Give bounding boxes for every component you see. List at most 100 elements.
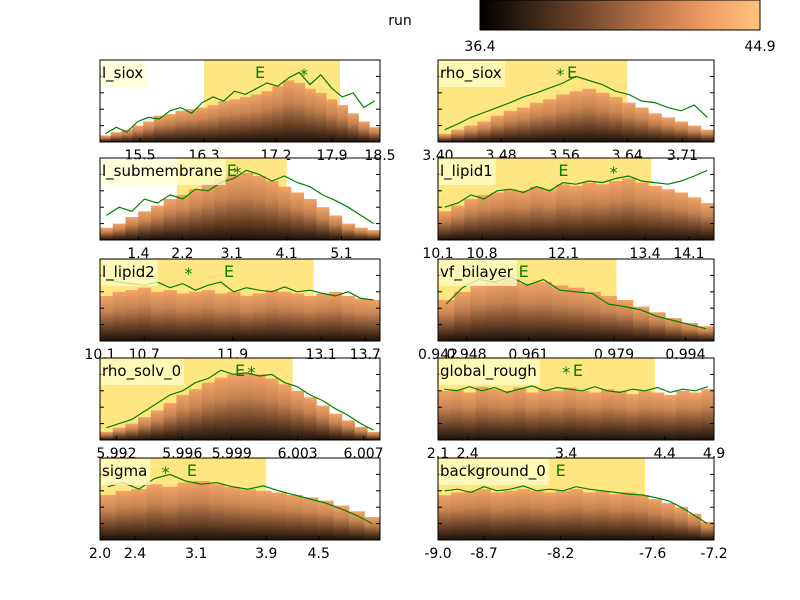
histogram-bar [278,291,292,341]
histogram-bar [341,420,355,440]
x-tick-label: -7.6 [639,546,666,562]
histogram-bar [556,94,570,142]
histogram-bar [697,326,715,341]
histogram-bar [303,397,317,440]
histogram-bar [329,413,343,440]
histogram-bar [676,390,690,440]
histogram-bar [240,295,254,341]
histogram-bar [648,113,662,142]
histogram-bar [125,423,139,440]
star-marker: * [610,163,618,182]
histogram-bar [463,392,477,440]
histogram-bar [369,127,381,142]
histogram-bar [470,285,488,341]
histogram-bar [125,217,139,240]
panel-title-background [439,260,517,286]
histogram-bar [488,389,502,440]
histogram-bar [163,403,177,440]
histogram-bar [229,99,241,142]
histogram-bar [214,178,228,240]
histogram-bar [367,431,381,440]
histogram-bar [454,291,471,341]
histogram-bar [163,290,177,341]
histogram-bar [700,521,715,540]
x-tick-label: 3.9 [255,546,277,562]
star-marker: * [248,363,256,382]
panel-l-lipid1: E * 10.1 10.8 12.1 13.4 14.1 l_lipid1 [422,157,715,262]
histogram-bar [224,486,241,540]
panel-sigma: E * 2.0 2.4 3.1 3.9 4.5 sigma [89,457,381,562]
histogram-bar [367,230,381,240]
star-marker: * [233,163,241,182]
e-marker: E [573,361,583,380]
histogram-bar [519,283,536,341]
histogram-bar [622,178,636,240]
histogram-bar [317,500,334,540]
histogram-bar [112,291,126,341]
histogram-bar [348,511,365,540]
histogram-bar [569,91,583,142]
colorbar-max-label: 44.9 [744,39,775,55]
histogram-bar [503,490,518,540]
e-marker: E [567,63,577,82]
x-tick-label: 13.7 [350,347,381,363]
histogram-bar [582,88,597,142]
panel-title-background [101,459,151,485]
histogram-bar [477,121,491,142]
histogram-bar [595,490,610,540]
histogram-bar [687,125,702,142]
x-tick-label: 12.1 [548,246,579,262]
histogram-bar [648,185,662,240]
histogram-bar [477,194,491,240]
histogram-bar [265,180,279,240]
axes-frame [99,357,381,441]
histogram-bar [207,105,219,142]
histogram-bar [303,295,317,341]
histogram-bar [635,494,649,540]
series-line [106,369,374,431]
histogram-bar [451,492,465,540]
histogram-bar [162,486,179,540]
histogram-bar [648,499,662,540]
histogram-bar [649,312,666,341]
histogram-bar [688,392,702,440]
e-marker: E [235,361,245,380]
colorbar-label: run [388,13,412,29]
panel-title-background [439,459,549,485]
histogram-bar [208,484,225,540]
histogram-bar [595,184,610,240]
histogram-bar [622,102,636,142]
histogram-bar [451,129,465,142]
histogram-bar [358,121,370,142]
histogram-bar [438,133,452,142]
histogram-bar [186,109,198,142]
e-marker: E [558,161,568,180]
histogram-bar [701,389,715,440]
x-tick-label: 0.994 [665,347,705,363]
histogram-bar [569,185,583,240]
histogram-bar [687,197,702,240]
histogram-bar [255,490,272,540]
histogram-bar [100,494,116,540]
histogram-bar [513,387,527,440]
histogram-bar [367,300,381,341]
histogram-bar [451,205,465,240]
series-line [444,75,708,131]
e-marker: E [187,461,197,480]
histogram-bar [354,298,368,341]
histogram-bar [347,113,359,142]
histogram-bar [700,203,715,240]
x-tick-label: -8.2 [547,546,574,562]
star-marker: * [162,463,170,482]
histogram-bar [240,96,252,142]
histogram-bar [600,295,617,341]
histogram-bar [272,86,284,142]
x-tick-label: 2.0 [89,546,111,562]
histogram-bar [354,227,368,240]
histogram-bar [500,390,514,440]
histogram-bar [112,223,126,240]
star-marker: * [184,264,192,283]
histogram-bar [665,318,682,341]
panel-l-submembrane: E* 1.4 2.2 3.1 4.1 5.1 l_submembrane [99,157,381,262]
